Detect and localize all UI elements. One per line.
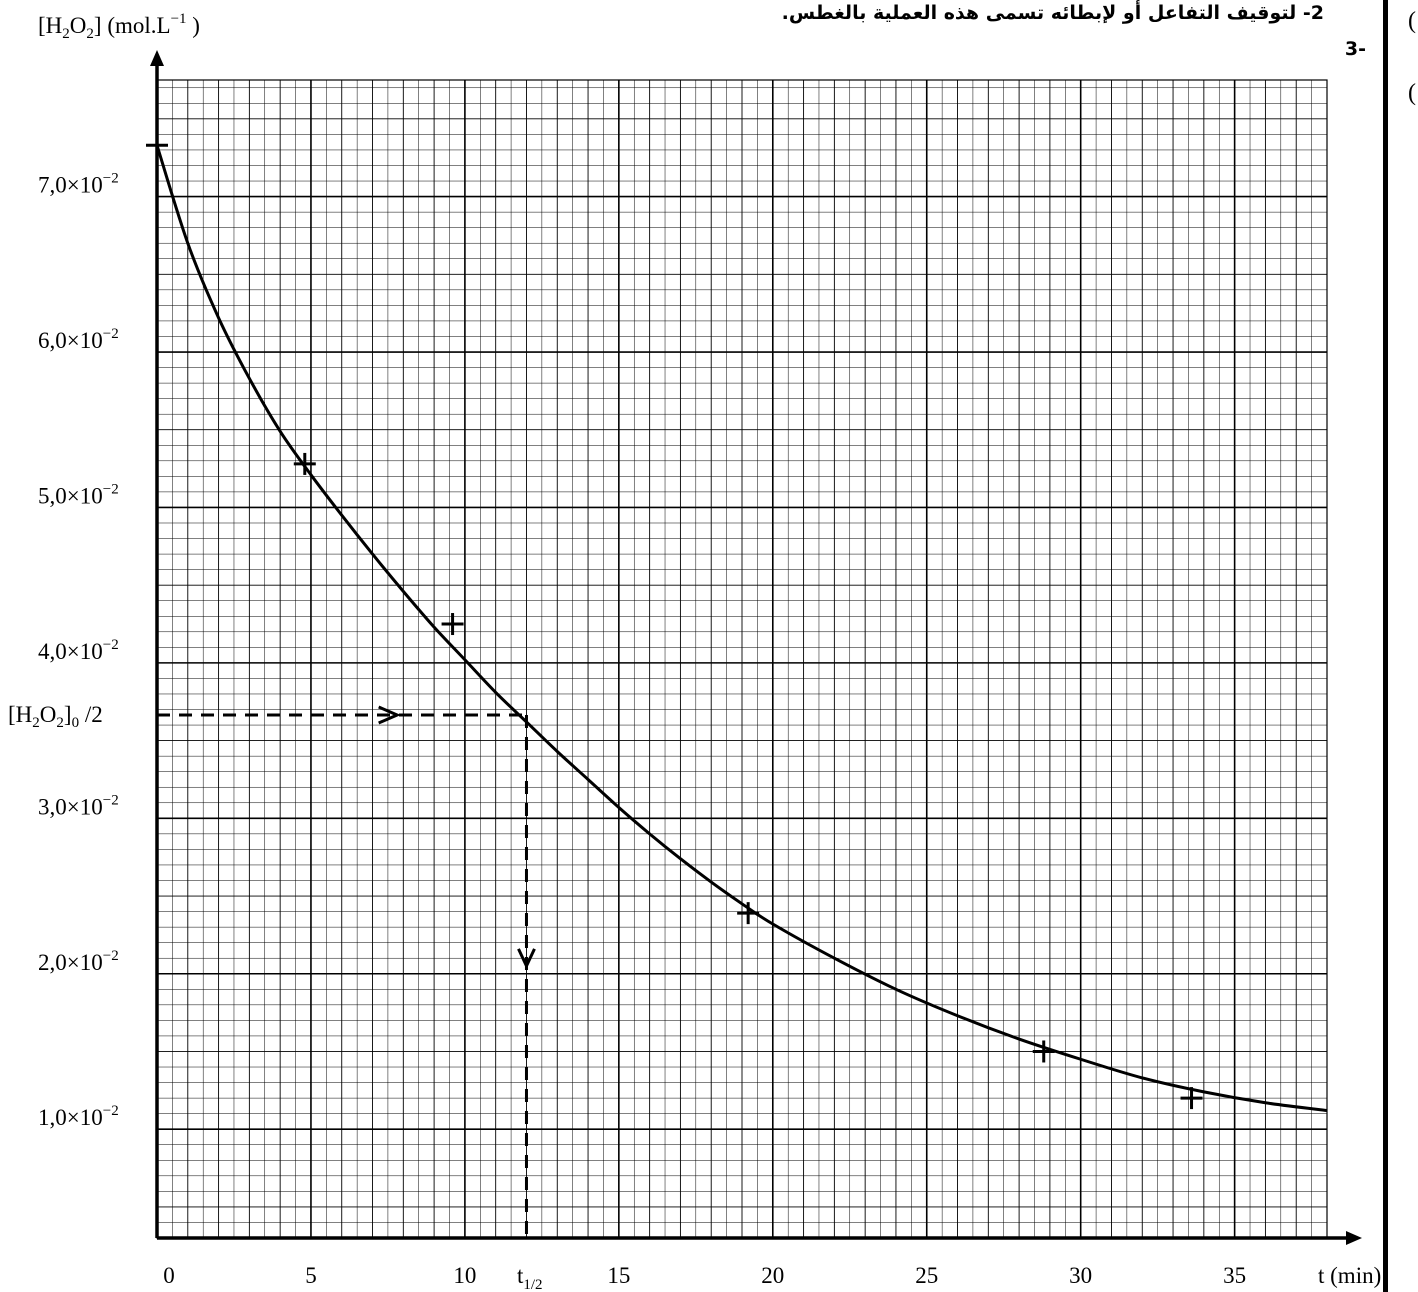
side-bracket-2: ( <box>1408 80 1416 106</box>
y-tick-label: 3,0×10−2 <box>38 792 119 819</box>
tick-labels: 0 5 10 15 20 25 30 35 1,0×10−2 2,0×10−2 3,0×10−2 4,… <box>38 171 1246 1288</box>
graph-paper-grid <box>156 79 1328 1239</box>
x-axis-arrow <box>1346 1231 1362 1245</box>
exam-text-item-2: 2- لتوقيف التفاعل أو لإبطائه تسمى هذه ال… <box>781 2 1324 24</box>
x-tick-label: 10 <box>453 1263 476 1288</box>
data-point-marker <box>1180 1087 1203 1110</box>
concentration-curve-line <box>155 144 1328 1113</box>
side-bracket-1: ( <box>1408 8 1416 34</box>
concentration-curve <box>155 144 1328 1113</box>
y-tick-label: 1,0×10−2 <box>38 1103 119 1130</box>
y-axis-arrow <box>150 50 164 66</box>
x-tick-label: 35 <box>1223 1263 1246 1288</box>
guide-arrow-right <box>378 705 401 725</box>
measured-points <box>146 134 1203 1110</box>
data-point-marker <box>1032 1040 1055 1063</box>
y-tick-label: 4,0×10−2 <box>38 637 119 664</box>
data-point-marker <box>293 452 316 475</box>
x-tick-label: 20 <box>761 1263 784 1288</box>
half-life-construction <box>157 705 536 1238</box>
exam-text-item-3: -3 <box>1344 38 1366 60</box>
y-tick-label: 5,0×10−2 <box>38 481 119 508</box>
y-tick-label: 6,0×10−2 <box>38 326 119 353</box>
y-tick-label: 2,0×10−2 <box>38 948 119 975</box>
half-life-label: t1/2 <box>517 1263 543 1292</box>
x-tick-label: 25 <box>915 1263 938 1288</box>
data-point-marker <box>146 134 168 157</box>
y-axis-label: [H2O2] (mol.L−1 ) <box>38 11 200 42</box>
y-tick-label: 7,0×10−2 <box>38 171 119 198</box>
axes <box>150 50 1362 1245</box>
x-tick-label: 15 <box>607 1263 630 1288</box>
data-point-marker <box>441 613 464 636</box>
guide-arrow-down <box>517 948 536 970</box>
x-axis-label: t (min) <box>1318 1263 1381 1288</box>
data-point-marker <box>737 902 760 925</box>
x-tick-label: 5 <box>305 1263 317 1288</box>
half-concentration-label: [H2O2]0 /2 <box>8 702 103 731</box>
x-tick-label: 0 <box>163 1263 175 1288</box>
page-column-rule <box>1383 0 1388 1292</box>
x-tick-label: 30 <box>1069 1263 1092 1288</box>
